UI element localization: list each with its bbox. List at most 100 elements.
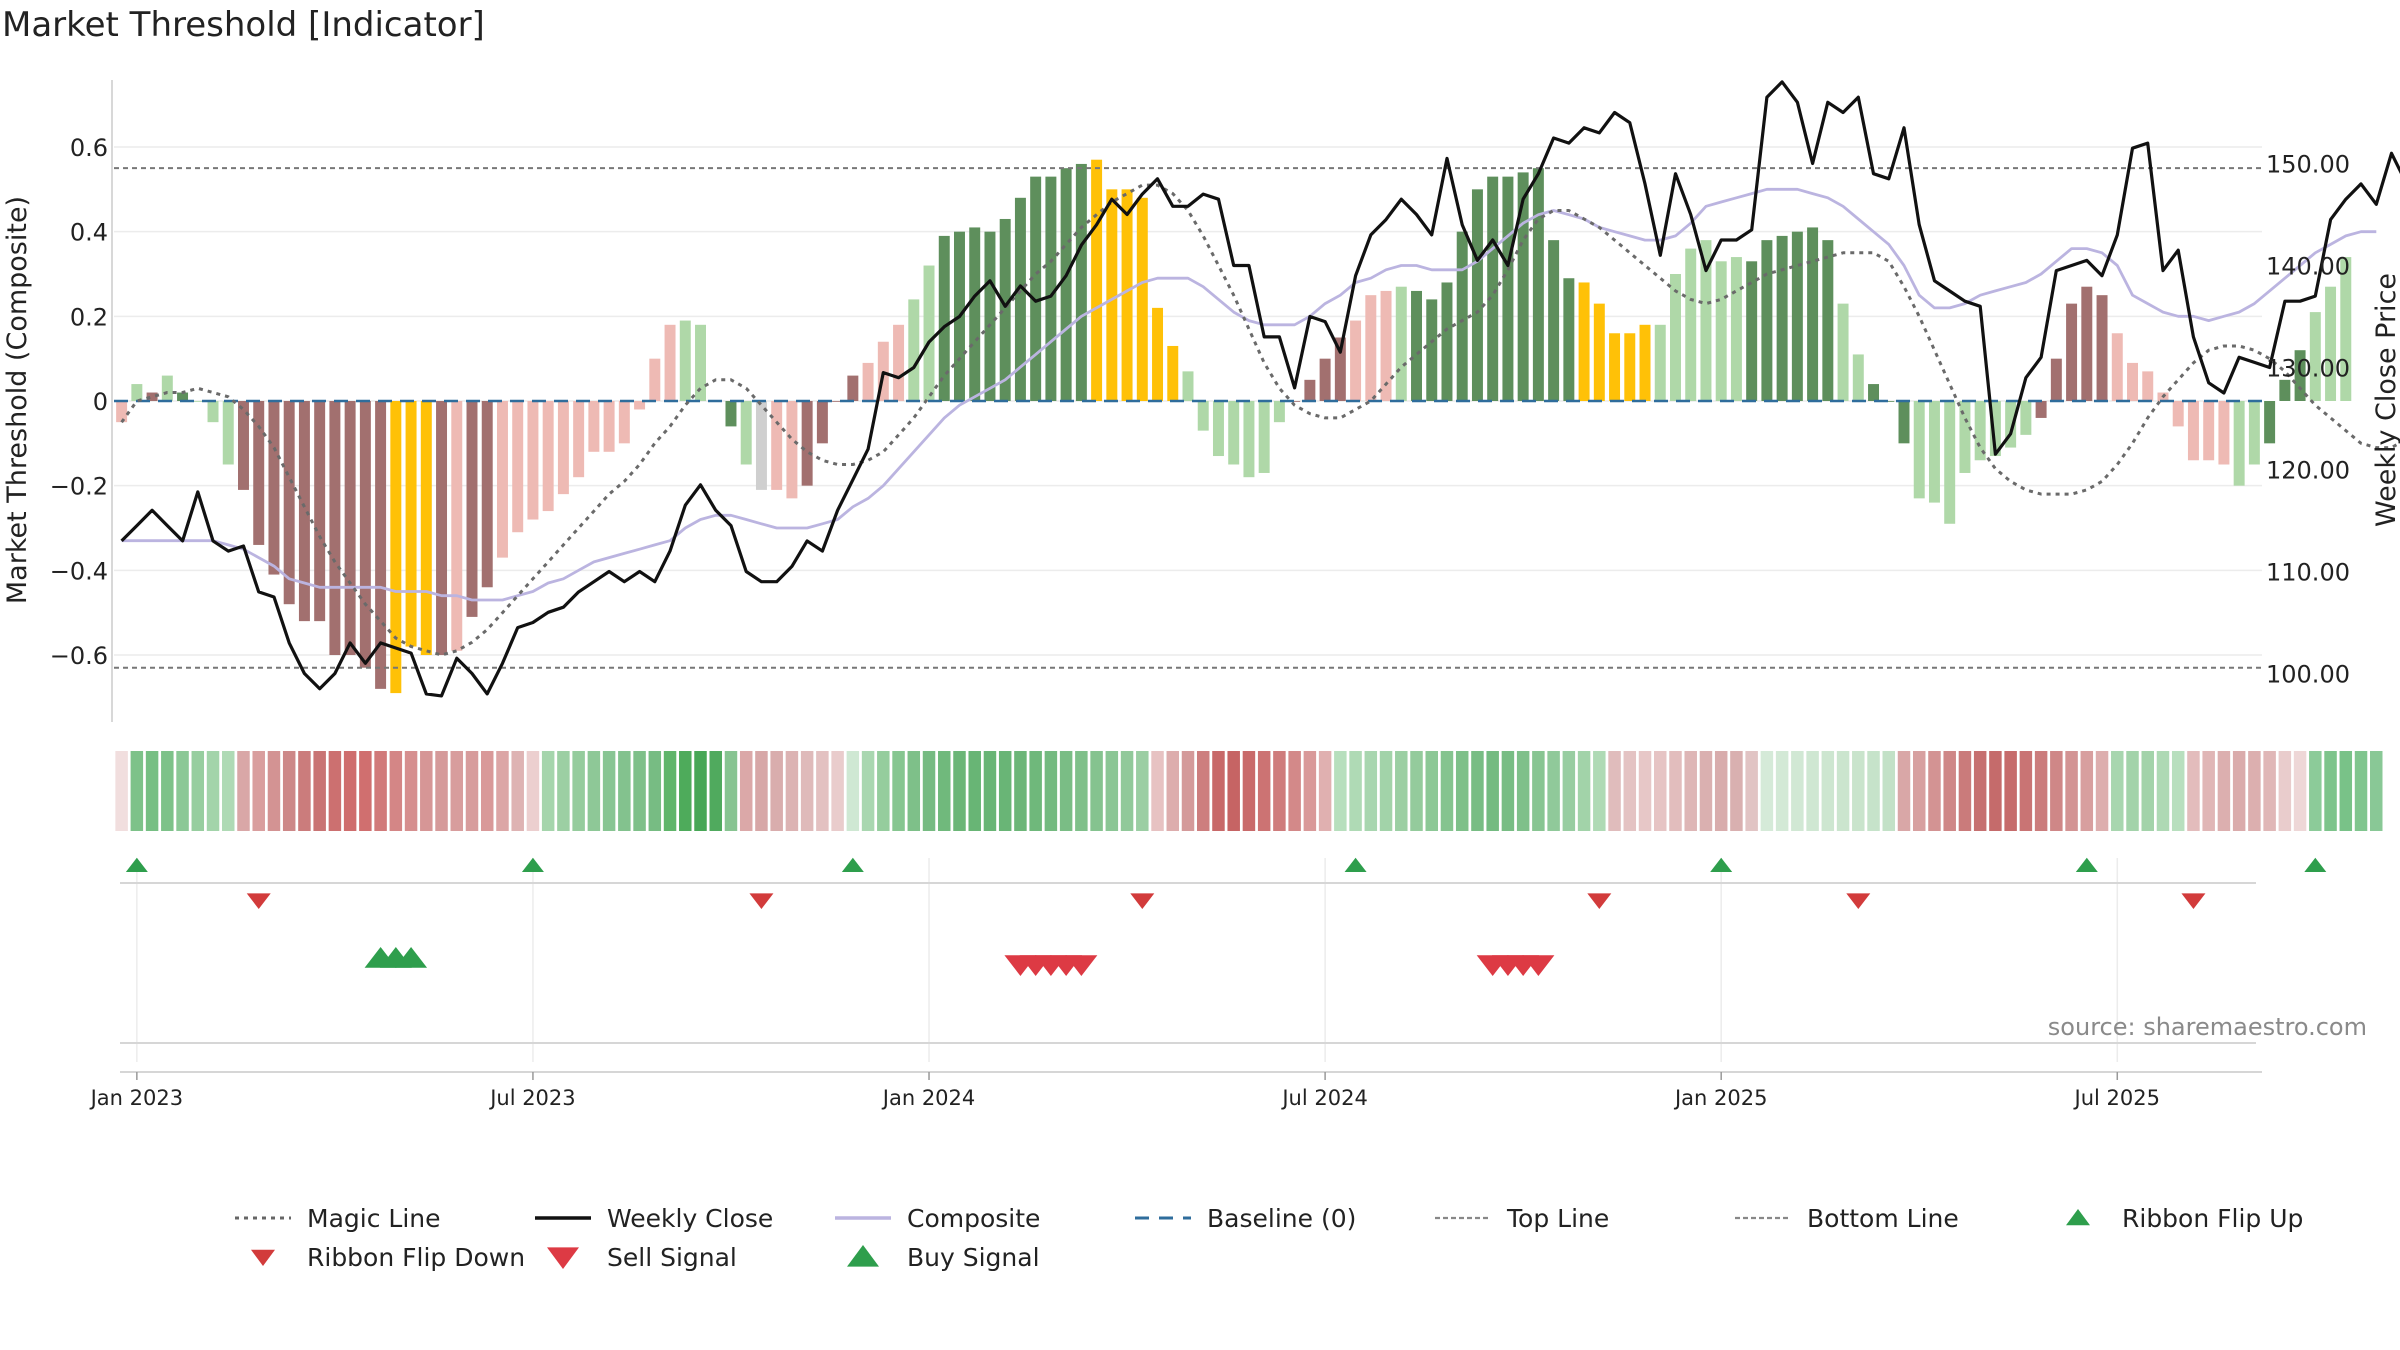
composite-bar: [832, 401, 844, 402]
x-tick-label: Jan 2024: [881, 1086, 976, 1110]
composite-bar: [1928, 401, 1940, 503]
ribbon-cell: [2019, 751, 2033, 831]
ribbon-cell: [2354, 751, 2368, 831]
composite-bar: [862, 362, 874, 401]
ribbon-cell: [328, 751, 342, 831]
ribbon-cell: [343, 751, 357, 831]
ribbon-cell: [1562, 751, 1576, 831]
legend-item-ribbon-flip-down: Ribbon Flip Down: [251, 1243, 525, 1272]
composite-bar: [1761, 240, 1773, 401]
legend-label: Ribbon Flip Down: [307, 1243, 525, 1272]
composite-bar: [1075, 163, 1087, 401]
legend-label: Sell Signal: [607, 1243, 737, 1272]
ribbon-cell: [511, 751, 524, 831]
composite-bar: [2066, 303, 2078, 401]
legend-swatch: [847, 1245, 879, 1267]
ribbon-cell: [1547, 751, 1560, 831]
ribbon-cell: [2080, 751, 2094, 831]
composite-bar: [2233, 401, 2245, 486]
ribbon-cell: [480, 751, 494, 831]
ribbon-cell: [2339, 751, 2353, 831]
ribbon-cell: [968, 751, 981, 831]
composite-bar: [1548, 240, 1560, 401]
ribbon-cell: [1059, 751, 1073, 831]
composite-bar: [2203, 401, 2215, 461]
ribbon-cell: [206, 751, 220, 831]
composite-bar: [1014, 197, 1026, 401]
ribbon-cell: [115, 751, 128, 831]
composite-bar: [1487, 176, 1499, 401]
composite-bar: [2050, 358, 2062, 401]
legend-label: Bottom Line: [1807, 1204, 1959, 1233]
composite-bar: [451, 401, 463, 651]
legend-label: Baseline (0): [1207, 1204, 1356, 1233]
ribbon-cell: [1212, 751, 1225, 831]
ribbon-flip-down-marker: [2181, 893, 2206, 909]
ribbon-cell: [816, 751, 829, 831]
ribbon-cell: [1090, 751, 1103, 831]
legend-item-weekly-close: Weekly Close: [535, 1204, 773, 1233]
weekly-close-line: [120, 80, 2400, 698]
ribbon-cell: [1257, 751, 1271, 831]
ribbon-flip-up-marker: [1710, 857, 1733, 873]
y-axis-label-left: Market Threshold (Composite): [2, 196, 33, 604]
composite-bar: [436, 401, 448, 655]
composite-bar: [1182, 371, 1194, 401]
composite-bar: [1395, 286, 1407, 401]
composite-bar: [1685, 248, 1697, 401]
legend-label: Ribbon Flip Up: [2122, 1204, 2303, 1233]
composite-bar: [771, 401, 783, 490]
ribbon-cell: [1958, 751, 1972, 831]
ribbon-cell: [2232, 751, 2246, 831]
composite-bar: [253, 401, 265, 545]
ribbon-cell: [587, 751, 601, 831]
ribbon-cell: [161, 751, 174, 831]
composite-bar: [1746, 261, 1758, 401]
ribbon-cell: [1821, 751, 1835, 831]
ribbon-cell: [602, 751, 616, 831]
composite-bar: [679, 320, 691, 401]
legend-item-bottom-line: Bottom Line: [1735, 1204, 1959, 1233]
ribbon-cell: [770, 751, 783, 831]
composite-bar: [238, 401, 249, 490]
ribbon-cell: [267, 751, 281, 831]
composite-bar: [634, 401, 646, 410]
composite-bar: [1593, 303, 1605, 401]
composite-bar: [2111, 333, 2123, 401]
composite-bar: [116, 401, 128, 423]
ribbon-cell: [389, 751, 403, 831]
composite-bar: [527, 401, 539, 520]
composite-bar: [1624, 333, 1636, 401]
composite-bar: [1715, 261, 1727, 401]
composite-bar: [1411, 290, 1422, 401]
composite-bar: [1273, 401, 1285, 423]
composite-bar: [2264, 401, 2276, 444]
composite-bar: [2340, 257, 2352, 401]
ribbon-cell: [1775, 751, 1789, 831]
legend-label: Weekly Close: [607, 1204, 773, 1233]
composite-bar: [1502, 176, 1514, 401]
composite-bar: [725, 401, 737, 427]
ribbon-flip-up-marker: [521, 857, 544, 873]
composite-bar: [2081, 286, 2093, 401]
x-axis: Jan 2023 Jul 2023 Jan 2024 Jul 2024 Jan 2025…: [89, 1072, 2160, 1110]
ribbon-cell: [1501, 751, 1515, 831]
composite-bar: [283, 401, 295, 605]
composite-bar: [1456, 231, 1468, 401]
ribbon-cell: [846, 751, 860, 831]
composite-bar: [847, 375, 859, 401]
composite-bar: [1106, 189, 1118, 401]
ribbon-cell: [694, 751, 707, 831]
ribbon-cell: [2309, 751, 2322, 831]
composite-bar: [969, 227, 981, 401]
composite-bar: [314, 401, 326, 622]
ribbon-cell: [557, 751, 570, 831]
legend-item-top-line: Top Line: [1435, 1204, 1609, 1233]
legend-label: Magic Line: [307, 1204, 441, 1233]
legend-item-ribbon-flip-up: Ribbon Flip Up: [2066, 1204, 2303, 1233]
legend-swatch: [547, 1247, 579, 1269]
composite-bar: [1136, 197, 1148, 401]
ribbon-cell: [739, 751, 753, 831]
ribbon-cell: [2370, 751, 2383, 831]
composite-bar: [1045, 176, 1057, 401]
